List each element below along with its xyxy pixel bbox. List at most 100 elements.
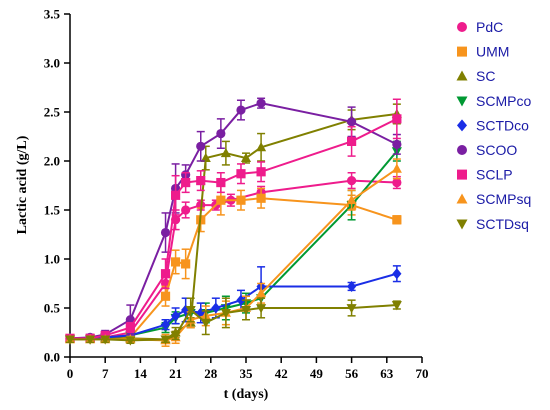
legend-item-pdc: PdC: [457, 19, 503, 35]
x-tick-label: 28: [204, 366, 218, 381]
data-point: [391, 163, 402, 173]
y-axis-title: Lactic acid (g/L): [15, 135, 30, 234]
legend-marker: [456, 219, 468, 230]
data-point: [347, 136, 357, 146]
legend: PdC UMM SC SCMPco SCTDco SCOO SCLP SCMPsq SCTDsq: [456, 19, 531, 232]
data-point: [85, 335, 96, 345]
legend-item-scmpsq: SCMPsq: [456, 191, 531, 207]
data-point: [347, 280, 357, 292]
data-point: [392, 177, 402, 188]
legend-item-sctdco: SCTDco: [457, 117, 529, 133]
data-point: [256, 167, 266, 177]
legend-marker: [456, 193, 468, 204]
data-point: [220, 147, 231, 158]
legend-marker: [456, 96, 468, 107]
legend-label: SCTDco: [476, 117, 529, 133]
plot-area: 0 7 14 21 28 35 42 49 56 63 70 0.0 0.5 1.0 1.5 2.0 2.5 3…: [44, 7, 429, 382]
y-ticks: 0.0 0.5 1.0 1.5 2.0 2.5 3.0 3.5: [44, 7, 70, 365]
legend-label: SCMPsq: [476, 191, 531, 207]
legend-label: SCMPco: [476, 93, 531, 109]
data-point: [160, 335, 171, 345]
y-tick-label: 0.0: [44, 350, 60, 365]
data-point: [181, 177, 191, 188]
data-point: [346, 304, 357, 314]
data-point: [181, 205, 191, 215]
data-point: [220, 308, 231, 319]
data-point: [347, 176, 357, 186]
data-point: [240, 152, 252, 162]
legend-item-sctdsq: SCTDsq: [456, 216, 529, 232]
x-tick-label: 70: [416, 366, 429, 381]
data-point: [236, 169, 246, 179]
data-point: [256, 141, 267, 152]
legend-label: SCOO: [476, 142, 517, 158]
legend-label: UMM: [476, 44, 509, 60]
legend-marker: [457, 46, 467, 57]
data-point: [392, 114, 402, 124]
data-point: [170, 331, 181, 341]
legend-marker: [456, 70, 468, 81]
data-point: [216, 128, 226, 139]
x-tick-label: 21: [169, 366, 182, 381]
x-tick-label: 7: [102, 366, 109, 381]
data-point: [347, 117, 357, 127]
data-point: [256, 193, 266, 203]
data-point: [200, 152, 211, 162]
series-layer: [64, 97, 402, 347]
y-tick-label: 3.5: [44, 7, 61, 22]
x-tick-label: 35: [240, 366, 254, 381]
y-tick-label: 1.0: [44, 252, 60, 267]
y-tick-label: 0.5: [44, 301, 61, 316]
data-point: [171, 190, 181, 200]
legend-label: SCTDsq: [476, 216, 529, 232]
legend-marker: [457, 169, 467, 180]
data-point: [256, 98, 266, 108]
data-point: [160, 291, 171, 301]
legend-marker: [457, 22, 467, 32]
data-point: [216, 195, 226, 205]
y-tick-label: 1.5: [44, 203, 61, 218]
legend-label: SC: [476, 68, 495, 84]
data-point: [181, 259, 191, 269]
y-tick-label: 2.0: [44, 154, 60, 169]
x-tick-label: 56: [345, 366, 359, 381]
data-point: [236, 294, 246, 306]
x-ticks: 0 7 14 21 28 35 42 49 56 63 70: [67, 357, 429, 381]
legend-item-sclp: SCLP: [457, 167, 513, 183]
data-point: [160, 319, 171, 331]
x-tick-label: 0: [67, 366, 74, 381]
y-tick-label: 3.0: [44, 56, 60, 71]
data-point: [64, 335, 76, 345]
data-point: [100, 335, 111, 345]
data-point: [125, 323, 135, 333]
data-point: [236, 195, 246, 205]
data-point: [216, 177, 226, 188]
legend-marker: [457, 119, 467, 132]
data-point: [196, 141, 206, 151]
legend-item-umm: UMM: [457, 44, 509, 60]
data-point: [392, 139, 402, 149]
data-point: [125, 336, 136, 346]
x-tick-label: 63: [380, 366, 394, 381]
x-tick-label: 14: [134, 366, 148, 381]
x-tick-label: 49: [310, 366, 324, 381]
x-axis-title: t (days): [224, 387, 269, 402]
series-sctdsq: [64, 297, 402, 346]
data-point: [240, 306, 252, 316]
data-point: [160, 269, 171, 279]
x-tick-label: 42: [275, 366, 288, 381]
data-point: [256, 288, 267, 298]
data-point: [391, 301, 402, 311]
data-point: [392, 268, 402, 280]
data-point: [171, 310, 181, 322]
data-point: [196, 176, 206, 186]
y-tick-label: 2.5: [44, 105, 61, 120]
legend-item-scmpco: SCMPco: [456, 93, 531, 109]
data-point: [211, 302, 221, 314]
legend-label: SCLP: [476, 167, 513, 183]
data-point: [392, 215, 402, 225]
legend-item-scoo: SCOO: [457, 142, 517, 158]
legend-item-sc: SC: [456, 68, 495, 84]
data-point: [236, 105, 246, 115]
